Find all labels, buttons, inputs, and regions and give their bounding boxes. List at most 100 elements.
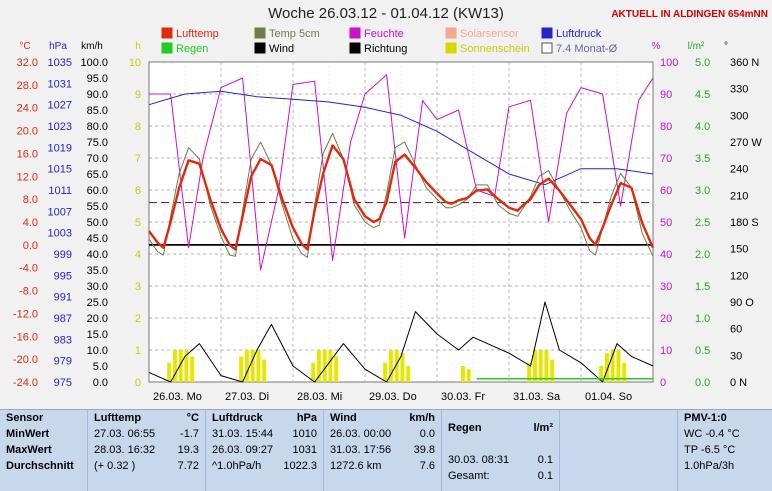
wind-distance: 1272.6 km [330, 460, 382, 472]
sunshine-bar [400, 353, 405, 382]
table-col-regen: Regen l/m² 30.03. 08:31 0.1 Gesamt: 0.1 [442, 410, 560, 491]
tick-label-hours: 5 [135, 217, 141, 229]
sunshine-bar [322, 350, 327, 382]
luftdruck-max-value: 1031 [292, 444, 317, 456]
x-tick-label: 27.03. Di [225, 391, 269, 403]
tick-label-celsius: 24.0 [17, 103, 38, 115]
tick-label-kmh: 50.0 [87, 217, 108, 229]
axis-unit-hpa: hPa [49, 41, 67, 52]
table-col-wind: Wind km/h 26.03. 00:00 0.0 31.03. 17:56 … [324, 410, 442, 491]
tick-label-hpa: 999 [54, 249, 72, 261]
tick-label-celsius: 16.0 [17, 148, 38, 160]
legend-swatch-sonne [445, 42, 457, 54]
sunshine-bar [184, 350, 189, 382]
tick-label-celsius: 0.0 [23, 240, 38, 252]
tick-label-kmh: 20.0 [87, 313, 108, 325]
tick-label-rain: 1.0 [695, 313, 710, 325]
tick-label-hours: 2 [135, 313, 141, 325]
sunshine-bar [466, 369, 471, 382]
tick-label-hours: 3 [135, 281, 141, 293]
tick-label-kmh: 95.0 [87, 73, 108, 85]
legend-label-wind: Wind [269, 43, 294, 55]
tick-label-percent: 80 [660, 121, 672, 133]
sunshine-bar [190, 356, 195, 382]
legend-swatch-luftdruck [541, 27, 553, 39]
tick-label-kmh: 40.0 [87, 249, 108, 261]
tick-label-direction: 60 [730, 324, 742, 336]
x-tick-label: 29.03. Do [369, 391, 417, 403]
weather-chart: 32.028.024.020.016.012.08.04.00.0-4.0-8.… [13, 27, 762, 403]
sunshine-bar [172, 350, 177, 382]
tick-label-kmh: 85.0 [87, 105, 108, 117]
tick-label-celsius: -12.0 [13, 308, 38, 320]
sunshine-bar [167, 362, 172, 382]
row-label-sensor: Sensor [6, 412, 44, 424]
series-line-lufttemp [148, 144, 655, 251]
tick-label-kmh: 55.0 [87, 201, 108, 213]
tick-label-kmh: 0.0 [93, 377, 108, 389]
tick-label-direction: 210 [730, 190, 748, 202]
tick-label-hpa: 979 [54, 356, 72, 368]
tick-label-hours: 1 [135, 345, 141, 357]
tick-label-celsius: 8.0 [23, 194, 38, 206]
table-col-luftdruck: Luftdruck hPa 31.03. 15:44 1010 26.03. 0… [206, 410, 324, 491]
regen-max-value: 0.1 [537, 454, 553, 466]
tick-label-rain: 2.0 [695, 249, 710, 261]
tick-label-hpa: 995 [54, 270, 72, 282]
tick-label-hours: 0 [135, 377, 141, 389]
wind-min-time: 26.03. 00:00 [330, 428, 392, 440]
tick-label-direction: 0 N [730, 377, 747, 389]
legend-swatch-temp5cm [254, 27, 266, 39]
x-tick-label: 26.03. Mo [153, 391, 202, 403]
sunshine-bar [460, 366, 465, 382]
tick-label-percent: 90 [660, 89, 672, 101]
tick-label-direction: 120 [730, 270, 748, 282]
series-line-feuchte [149, 74, 654, 271]
tick-label-hpa: 983 [54, 334, 72, 346]
legend-swatch-regen [161, 42, 173, 54]
wind-header: Wind [330, 412, 357, 424]
sunshine-bar [334, 356, 339, 382]
sunshine-bar [604, 353, 609, 382]
tick-label-hours: 6 [135, 185, 141, 197]
tick-label-direction: 300 [730, 110, 748, 122]
tick-label-hpa: 987 [54, 313, 72, 325]
table-col-lufttemp: Lufttemp °C 27.03. 06:55 -1.7 28.03. 16:… [88, 410, 206, 491]
tick-label-kmh: 15.0 [87, 329, 108, 341]
sunshine-bar [394, 350, 399, 382]
sunshine-bar [599, 366, 604, 382]
tick-label-celsius: -8.0 [19, 286, 38, 298]
tick-label-kmh: 100.0 [80, 57, 108, 69]
regen-unit: l/m² [533, 422, 553, 434]
legend-label-luftdruck: Luftdruck [556, 28, 602, 40]
tick-label-kmh: 35.0 [87, 265, 108, 277]
legend-swatch-solar [445, 27, 457, 39]
tick-label-hours: 10 [129, 57, 141, 69]
legend-label-sonne: Sonnenschein [460, 43, 530, 55]
luftdruck-avg-value: 1022.3 [283, 460, 317, 472]
tick-label-hpa: 1023 [48, 121, 72, 133]
tick-label-celsius: 32.0 [17, 57, 38, 69]
station-label: AKTUELL IN ALDINGEN 654mNN [611, 9, 768, 20]
tick-label-kmh: 5.0 [93, 361, 108, 373]
lufttemp-unit: °C [186, 412, 199, 424]
axis-unit-direction: ° [724, 41, 728, 52]
sunshine-bar [616, 350, 621, 382]
lufttemp-max-value: 19.3 [177, 444, 199, 456]
tick-label-direction: 360 N [730, 57, 759, 69]
legend-swatch-feuchte [349, 27, 361, 39]
lufttemp-max-time: 28.03. 16:32 [94, 444, 156, 456]
pmv-header: PMV-1:0 [684, 412, 727, 424]
legend-swatch-lufttemp [161, 27, 173, 39]
tick-label-kmh: 70.0 [87, 153, 108, 165]
table-col-pmv: PMV-1:0 WC -0.4 °C TP -6.5 °C 1.0hPa/3h [678, 410, 772, 491]
sunshine-bar [178, 350, 183, 382]
luftdruck-unit: hPa [296, 412, 317, 424]
legend-label-monat: 7.4 Monat-Ø [556, 43, 618, 55]
x-tick-label: 28.03. Mi [297, 391, 342, 403]
tick-label-celsius: 12.0 [17, 171, 38, 183]
tick-label-kmh: 10.0 [87, 345, 108, 357]
tick-label-direction: 150 [730, 244, 748, 256]
wind-max-time: 31.03. 17:56 [330, 444, 392, 456]
tick-label-celsius: 20.0 [17, 126, 38, 138]
